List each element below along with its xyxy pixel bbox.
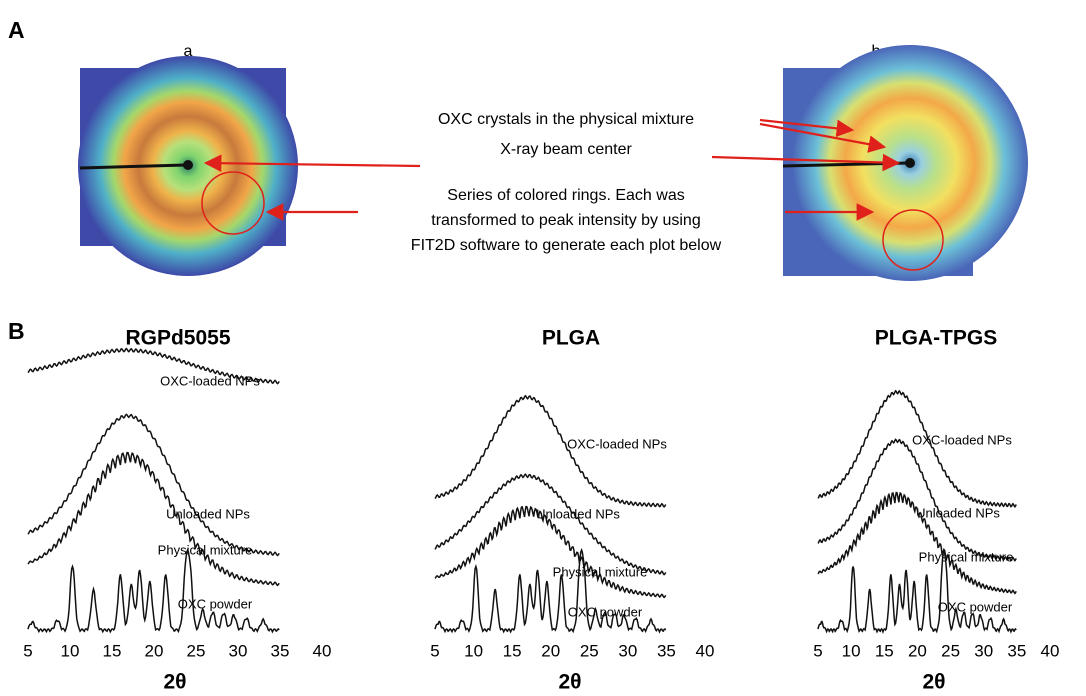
annotation: transformed to peak intensity by using	[431, 212, 700, 229]
annotation: OXC crystals in the physical mixture	[438, 111, 694, 128]
x-tick-label: 30	[618, 641, 637, 660]
annotation: X-ray beam center	[500, 141, 632, 158]
x-tick-label: 5	[430, 641, 439, 660]
pattern-curve	[818, 439, 1016, 560]
curve-label: Physical mixture	[553, 564, 648, 579]
panel-label: B	[8, 318, 25, 344]
curve-label: OXC-loaded NPs	[160, 373, 260, 388]
annotation: FIT2D software to generate each plot bel…	[411, 237, 722, 254]
x-tick-label: 10	[842, 641, 861, 660]
beam-center	[905, 158, 915, 168]
curve-label: OXC powder	[568, 604, 643, 619]
pattern-curve	[28, 550, 279, 632]
curve-label: Unloaded NPs	[916, 505, 1000, 520]
x-tick-label: 25	[187, 641, 206, 660]
curve-label: Physical mixture	[919, 549, 1014, 564]
chart-title: PLGA-TPGS	[875, 327, 998, 350]
curve-label: OXC powder	[178, 596, 253, 611]
pattern-curve	[435, 507, 666, 598]
curve-label: OXC powder	[938, 599, 1013, 614]
beam-center	[183, 160, 193, 170]
chart-title: PLGA	[542, 327, 600, 350]
x-tick-label: 40	[1041, 641, 1060, 660]
x-axis-label: 2θ	[558, 671, 581, 694]
x-tick-label: 10	[464, 641, 483, 660]
curve-label: OXC-loaded NPs	[567, 436, 667, 451]
x-tick-label: 30	[229, 641, 248, 660]
x-tick-label: 40	[696, 641, 715, 660]
x-tick-label: 15	[503, 641, 522, 660]
figure: A a b X-ray beam center OXC crystals in …	[0, 0, 1086, 696]
x-tick-label: 10	[61, 641, 80, 660]
x-tick-label: 5	[813, 641, 822, 660]
annotation: Series of colored rings. Each was	[447, 187, 684, 204]
x-tick-label: 20	[541, 641, 560, 660]
x-tick-label: 35	[271, 641, 290, 660]
x-tick-label: 15	[875, 641, 894, 660]
x-tick-label: 25	[941, 641, 960, 660]
x-tick-label: 35	[1007, 641, 1026, 660]
x-tick-label: 5	[23, 641, 32, 660]
x-tick-label: 40	[313, 641, 332, 660]
curve-label: Physical mixture	[158, 542, 253, 557]
pattern-curve	[818, 391, 1016, 507]
x-tick-label: 25	[580, 641, 599, 660]
x-tick-label: 30	[974, 641, 993, 660]
x-axis-label: 2θ	[163, 671, 186, 694]
x-tick-label: 35	[657, 641, 676, 660]
x-tick-label: 15	[103, 641, 122, 660]
x-axis-label: 2θ	[922, 671, 945, 694]
x-tick-label: 20	[908, 641, 927, 660]
x-tick-label: 20	[145, 641, 164, 660]
curve-label: OXC-loaded NPs	[912, 432, 1012, 447]
panel-label: A	[8, 17, 25, 43]
chart-title: RGPd5055	[125, 327, 230, 350]
